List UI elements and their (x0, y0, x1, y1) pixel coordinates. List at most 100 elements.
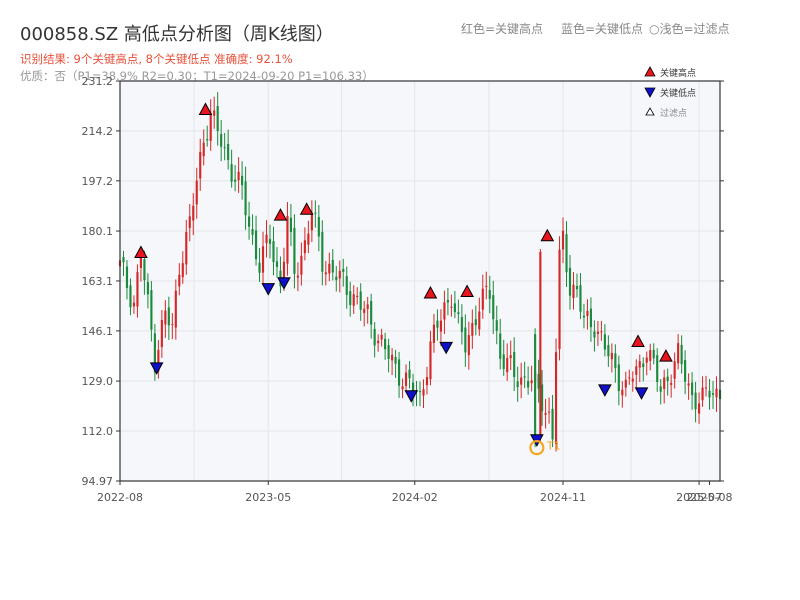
candle-body (561, 230, 565, 250)
candle-body (645, 357, 648, 363)
candle-body (404, 372, 408, 386)
candle-body (544, 413, 547, 415)
candle-body (384, 338, 387, 350)
candle-body (565, 234, 568, 273)
y-tick-label: 94.97 (82, 475, 114, 488)
candle-body (485, 285, 488, 287)
candle-body (244, 181, 247, 216)
candle-body (370, 300, 373, 325)
candle-body (132, 302, 136, 307)
candle-body (701, 387, 704, 401)
key-low-marker (404, 390, 419, 403)
candle-body (628, 377, 631, 379)
candle-body (258, 262, 261, 273)
candle-body (153, 333, 156, 373)
chart-title: 000858.SZ 高低点分析图（周K线图） (20, 24, 334, 45)
candle-body (649, 350, 652, 361)
candle-body (303, 240, 306, 254)
candle-body (446, 299, 449, 303)
legend-red-text: 红色=关键高点 (461, 22, 544, 36)
candle-body (345, 276, 348, 295)
candle-body (328, 263, 331, 274)
key-low-marker (277, 277, 291, 290)
candle-body (157, 349, 160, 372)
candle-body (704, 387, 708, 389)
candle-body (122, 257, 125, 263)
candle-body (293, 227, 296, 274)
candle-body (160, 320, 163, 348)
candle-body (387, 345, 390, 359)
candle-body (192, 205, 195, 221)
candle-body (450, 306, 453, 308)
axes: 94.97 112.0 129.0 146.1 163.1 180.1 197.2 214.2… (82, 75, 733, 504)
key-high-marker (134, 245, 148, 258)
y-tick-label: 163.1 (82, 275, 114, 288)
candle-body (572, 284, 575, 298)
candle-body (614, 353, 617, 369)
candle-body (359, 291, 362, 310)
candle-body (321, 232, 324, 272)
candle-body (429, 341, 432, 380)
candle-body (586, 310, 589, 316)
key-high-marker (659, 349, 673, 362)
candle-body (307, 233, 310, 245)
candle-body (677, 343, 680, 364)
candle-body (558, 249, 561, 350)
candle-body (268, 239, 272, 244)
candle-body (136, 272, 139, 307)
candle-body (520, 377, 523, 385)
candle-body (206, 139, 209, 141)
key-high-marker (299, 202, 314, 215)
candle-body (687, 383, 690, 386)
candle-body (261, 246, 265, 273)
candle-body (213, 110, 216, 116)
candle-body (418, 391, 422, 393)
candle-body (642, 363, 645, 368)
y-tick-label: 180.1 (82, 225, 114, 238)
candle-body (167, 307, 170, 326)
candle-body (139, 257, 143, 268)
legend-label: 过滤点 (660, 107, 687, 119)
t1-circle-marker (529, 440, 545, 456)
candle-body (635, 366, 638, 375)
candle-body (631, 378, 634, 382)
candle-body (554, 352, 558, 444)
candles (118, 92, 722, 452)
candle-body (188, 216, 191, 229)
candle-body (638, 361, 641, 368)
candle-body (251, 229, 254, 235)
candle-body (509, 355, 512, 359)
candle-body (178, 274, 181, 287)
candle-body (502, 354, 505, 369)
candle-body (694, 392, 697, 410)
candle-body (422, 389, 425, 396)
legend-low-icon (644, 87, 656, 98)
candle-body (363, 308, 366, 313)
candle-body (174, 290, 177, 328)
candle-body (691, 382, 694, 396)
y-tick-label: 112.0 (82, 425, 114, 438)
candle-body (464, 327, 467, 353)
key-low-marker (598, 384, 612, 397)
candle-body (314, 212, 317, 214)
candle-body (202, 142, 205, 157)
candle-body (715, 388, 718, 398)
candle-body (621, 389, 624, 396)
candle-body (575, 286, 579, 290)
candle-body (680, 344, 683, 365)
candle-body (534, 334, 537, 440)
candle-body (460, 317, 463, 332)
candle-body (684, 360, 687, 382)
key-high-marker (273, 208, 288, 221)
x-tick-label: 2022-08 (97, 491, 143, 504)
candle-body (181, 263, 184, 278)
t1-label: T1 (546, 440, 561, 453)
candle-body (453, 303, 456, 313)
y-tick-label: 231.2 (82, 75, 114, 88)
candle-body (223, 147, 226, 149)
candle-body (352, 294, 355, 306)
x-tick-label: 2025-07 (676, 491, 722, 504)
candle-body (539, 251, 542, 437)
candle-body (241, 175, 244, 186)
